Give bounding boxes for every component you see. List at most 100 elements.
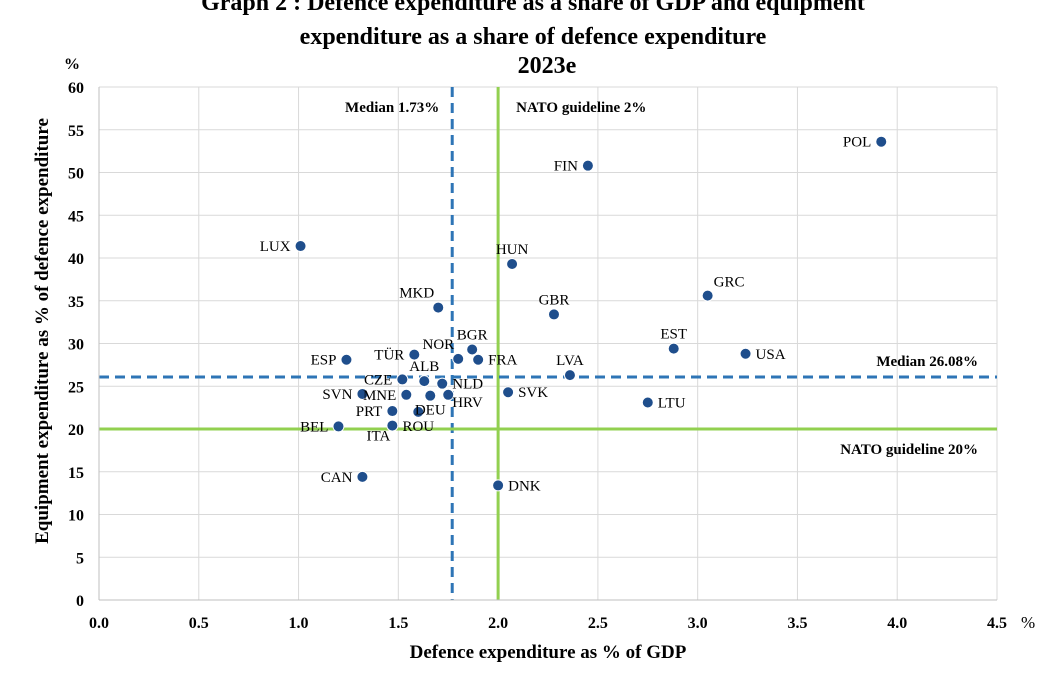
data-point-label: ALB bbox=[409, 359, 439, 375]
data-point-cze bbox=[396, 373, 409, 386]
data-point-label: DEU bbox=[415, 403, 446, 419]
x-tick-label: 3.0 bbox=[688, 615, 708, 632]
data-point-label: LVA bbox=[556, 353, 584, 369]
data-point-label: POL bbox=[843, 135, 871, 151]
reference-line-labels: Median 1.73% NATO guideline 2% Median 26.0… bbox=[345, 100, 978, 458]
data-point-tür bbox=[408, 348, 421, 361]
data-point-label: PRT bbox=[356, 404, 383, 420]
data-point-hun bbox=[506, 257, 519, 270]
data-point-label: TÜR bbox=[374, 347, 404, 364]
y-axis-label: Equipment expenditure as % of defence ex… bbox=[32, 118, 53, 544]
gridlines bbox=[99, 86, 998, 600]
data-point-label: USA bbox=[756, 347, 786, 363]
data-point-label: CAN bbox=[321, 470, 353, 486]
data-point-label: EST bbox=[660, 327, 687, 343]
x-tick-label: 1.0 bbox=[289, 615, 309, 632]
x-tick-label: 0.0 bbox=[89, 615, 109, 632]
chart-title-line-1: Graph 2 : Defence expenditure as a share… bbox=[201, 0, 865, 16]
data-point-label: FIN bbox=[554, 159, 578, 175]
data-point-est bbox=[667, 342, 680, 355]
data-point-label: SVN bbox=[322, 387, 352, 403]
x-tick-label: 4.5 bbox=[987, 615, 1007, 632]
data-point-label: GBR bbox=[539, 292, 570, 308]
data-point-svn bbox=[356, 387, 369, 400]
data-point-usa bbox=[739, 347, 752, 360]
axes bbox=[98, 87, 997, 601]
data-point-label: BGR bbox=[457, 327, 488, 343]
y-tick-label: 40 bbox=[68, 251, 84, 268]
y-tick-label: 0 bbox=[76, 593, 84, 610]
data-point-label: HRV bbox=[452, 395, 483, 411]
data-point-bgr bbox=[466, 343, 479, 356]
x-axis-label: Defence expenditure as % of GDP bbox=[410, 642, 687, 663]
data-point-bel bbox=[332, 420, 345, 433]
y-tick-label: 20 bbox=[68, 422, 84, 439]
x-tick-label: 0.5 bbox=[189, 615, 209, 632]
data-point-label: LUX bbox=[260, 239, 291, 255]
data-point-rou bbox=[412, 405, 425, 418]
reference-line-label: NATO guideline 20% bbox=[840, 442, 978, 458]
data-point-lva bbox=[563, 369, 576, 382]
data-point-alb bbox=[418, 375, 431, 388]
reference-lines bbox=[99, 87, 997, 600]
data-point-gbr bbox=[547, 308, 560, 321]
y-axis-unit: % bbox=[64, 56, 80, 73]
data-points bbox=[294, 135, 888, 492]
data-point-label: DNK bbox=[508, 478, 541, 494]
data-point-label: SVK bbox=[518, 385, 548, 401]
data-point-fin bbox=[581, 159, 594, 172]
data-point-fra bbox=[472, 353, 485, 366]
reference-line-label: Median 1.73% bbox=[345, 100, 439, 116]
chart-title: Graph 2 : Defence expenditure as a share… bbox=[201, 0, 865, 79]
data-point-hrv bbox=[442, 388, 455, 401]
data-point-mkd bbox=[432, 301, 445, 314]
data-point-label: FRA bbox=[488, 353, 517, 369]
data-point-ltu bbox=[641, 396, 654, 409]
x-axis-unit: % bbox=[1021, 613, 1035, 632]
x-tick-label: 3.5 bbox=[787, 615, 807, 632]
data-point-label: NLD bbox=[452, 377, 483, 393]
x-axis-ticks: 0.0 0.5 1.0 1.5 2.0 2.5 3.0 3.5 4.0 4.5 bbox=[89, 615, 1007, 632]
data-point-nor bbox=[452, 352, 465, 365]
data-point-grc bbox=[701, 289, 714, 302]
y-tick-label: 55 bbox=[68, 123, 84, 140]
data-point-label: MKD bbox=[399, 286, 434, 302]
data-point-can bbox=[356, 470, 369, 483]
reference-line-label: Median 26.08% bbox=[876, 354, 978, 370]
x-tick-label: 2.5 bbox=[588, 615, 608, 632]
data-point-mne bbox=[400, 388, 413, 401]
data-point-ita bbox=[386, 419, 399, 432]
chart-subtitle-year: 2023e bbox=[518, 53, 577, 79]
y-tick-label: 15 bbox=[68, 465, 84, 482]
y-tick-label: 35 bbox=[68, 294, 84, 311]
data-point-label: HUN bbox=[496, 242, 529, 258]
data-point-label: MNE bbox=[363, 388, 396, 404]
data-point-deu bbox=[424, 389, 437, 402]
data-point-label: NOR bbox=[423, 337, 455, 353]
data-point-label: ITA bbox=[367, 429, 391, 445]
y-tick-label: 30 bbox=[68, 337, 84, 354]
y-tick-label: 5 bbox=[76, 550, 84, 567]
reference-line-label: NATO guideline 2% bbox=[516, 100, 646, 116]
x-tick-label: 2.0 bbox=[488, 615, 508, 632]
chart-title-line-2: expenditure as a share of defence expend… bbox=[300, 24, 767, 50]
data-point-label: LTU bbox=[658, 395, 686, 411]
y-tick-label: 25 bbox=[68, 379, 84, 396]
data-point-dnk bbox=[492, 479, 505, 492]
data-point-pol bbox=[875, 135, 888, 148]
y-tick-label: 45 bbox=[68, 208, 84, 225]
data-point-label: CZE bbox=[364, 372, 392, 388]
data-point-svk bbox=[502, 386, 515, 399]
data-point-esp bbox=[340, 353, 353, 366]
data-point-label: GRC bbox=[714, 275, 745, 291]
data-point-label: ESP bbox=[311, 353, 337, 369]
y-tick-label: 60 bbox=[68, 80, 84, 97]
y-tick-label: 10 bbox=[68, 508, 84, 525]
x-tick-label: 1.5 bbox=[388, 615, 408, 632]
data-point-label: ROU bbox=[402, 419, 434, 435]
data-point-label: BEL bbox=[300, 419, 328, 435]
data-point-prt bbox=[386, 405, 399, 418]
y-axis-ticks: 0 5 10 15 20 25 30 35 40 45 50 55 60 bbox=[68, 80, 84, 610]
data-point-lux bbox=[294, 240, 307, 253]
